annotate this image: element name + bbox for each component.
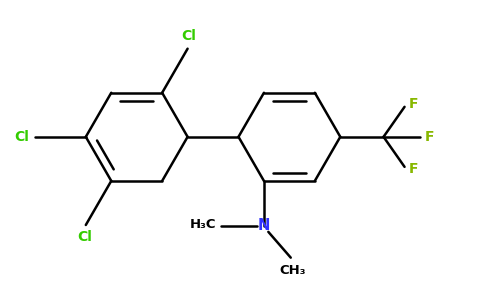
Text: N: N (258, 218, 270, 233)
Text: H₃C: H₃C (190, 218, 216, 231)
Text: Cl: Cl (77, 230, 92, 244)
Text: F: F (424, 130, 434, 144)
Text: CH₃: CH₃ (279, 264, 306, 277)
Text: Cl: Cl (14, 130, 29, 144)
Text: F: F (409, 97, 419, 111)
Text: Cl: Cl (181, 29, 196, 44)
Text: F: F (409, 163, 419, 176)
